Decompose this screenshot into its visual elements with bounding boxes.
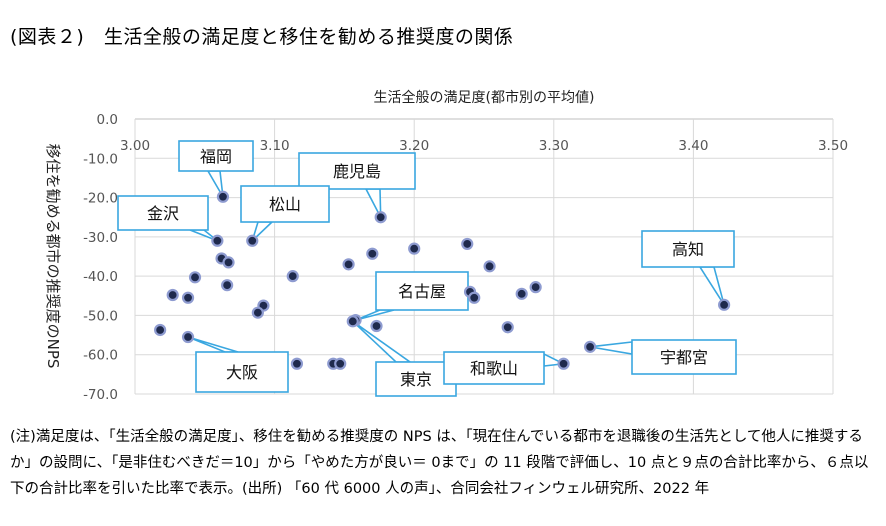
- data-points: [154, 190, 731, 370]
- data-point: [181, 291, 195, 304]
- footnote: (注)満足度は、「生活全般の満足度」、移住を勧める推奨度の NPS は、「現在住…: [10, 429, 869, 497]
- data-point: [346, 315, 359, 328]
- callout: 松山: [240, 185, 330, 244]
- y-tick-labels: 0.0 -10.0 -20.0 -30.0 -40.0 -50.0 -60.0 -70.0: [83, 112, 118, 403]
- data-point: [342, 258, 355, 271]
- data-point: [557, 357, 570, 370]
- data-point: [583, 340, 597, 353]
- y-tick-label: -60.0: [83, 348, 118, 364]
- data-point: [216, 190, 230, 203]
- callout-pointer: [698, 266, 725, 306]
- y-tick-label: -50.0: [83, 308, 118, 324]
- callout-box: [240, 185, 330, 223]
- callout-label: 東京: [400, 370, 432, 389]
- y-tick-label: -40.0: [83, 269, 118, 285]
- data-point: [188, 271, 202, 284]
- callout-label: 福岡: [200, 147, 232, 166]
- data-point: [468, 291, 481, 304]
- callout-pointer: [589, 341, 633, 355]
- data-point: [366, 247, 379, 260]
- callout-box: [641, 230, 735, 268]
- callout: 大阪: [187, 336, 289, 393]
- data-point: [370, 319, 383, 333]
- x-tick-label: 3.00: [120, 138, 150, 154]
- callout-box: [298, 152, 416, 190]
- callout: 鹿児島: [298, 152, 416, 218]
- callout: 高知: [641, 230, 735, 306]
- callout: 福岡: [178, 140, 254, 198]
- callout-box: [375, 361, 457, 397]
- y-tick-label: -30.0: [83, 230, 118, 246]
- data-point: [374, 211, 387, 224]
- callout: 和歌山: [443, 351, 567, 385]
- y-tick-label: -10.0: [83, 151, 118, 167]
- x-tick-label: 3.30: [539, 138, 569, 154]
- data-point: [290, 357, 304, 370]
- data-point: [251, 306, 264, 319]
- callout-label: 金沢: [147, 204, 179, 223]
- data-point: [211, 234, 224, 247]
- data-point: [483, 260, 496, 273]
- callout-label: 名古屋: [398, 282, 446, 301]
- callout-box: [178, 140, 254, 172]
- y-tick-label: -70.0: [83, 387, 118, 403]
- x-tick-label: 3.10: [260, 138, 290, 154]
- data-point: [529, 281, 542, 294]
- data-point: [501, 321, 514, 334]
- callout-box: [631, 339, 737, 375]
- data-point: [718, 298, 731, 311]
- callout: 名古屋: [355, 271, 469, 321]
- callout-label: 高知: [672, 240, 704, 259]
- x-tick-labels: 3.00 3.10 3.20 3.30 3.40 3.50: [120, 138, 848, 154]
- x-tick-label: 3.40: [678, 138, 708, 154]
- callout: 東京: [352, 320, 457, 397]
- data-point: [166, 288, 179, 302]
- data-point: [286, 270, 299, 283]
- callout: 金沢: [117, 195, 218, 242]
- callout-box: [443, 351, 545, 385]
- callout-label: 松山: [269, 195, 301, 214]
- figure-title: (図表２) 生活全般の満足度と移住を勧める推奨度の関係: [10, 26, 514, 48]
- y-tick-label: -20.0: [83, 191, 118, 207]
- callout-label: 宇都宮: [660, 348, 708, 367]
- y-axis-title: 移住を勧める都市の推奨度のNPS: [44, 144, 62, 369]
- callout-box: [117, 195, 209, 231]
- data-point: [515, 287, 528, 300]
- callout-box: [195, 351, 289, 393]
- x-axis-title: 生活全般の満足度(都市別の平均値): [374, 89, 595, 106]
- data-point: [461, 237, 474, 251]
- x-tick-label: 3.50: [818, 138, 848, 154]
- y-tick-label: 0.0: [97, 112, 118, 128]
- data-point: [334, 357, 347, 370]
- data-point: [246, 234, 259, 247]
- callout-label: 大阪: [226, 363, 258, 382]
- x-tick-label: 3.20: [399, 138, 429, 154]
- data-point: [154, 323, 167, 337]
- data-point: [408, 242, 421, 255]
- data-point: [181, 330, 195, 344]
- callout-label: 和歌山: [470, 359, 518, 378]
- callout: 宇都宮: [589, 339, 737, 375]
- scatter-chart: 生活全般の満足度(都市別の平均値) 3.00 3.10 3.20 3.30 3.40 3.…: [44, 89, 848, 403]
- data-point: [222, 256, 235, 269]
- callout-label: 鹿児島: [333, 162, 381, 181]
- data-point: [221, 279, 234, 292]
- callout-pointer: [187, 336, 239, 353]
